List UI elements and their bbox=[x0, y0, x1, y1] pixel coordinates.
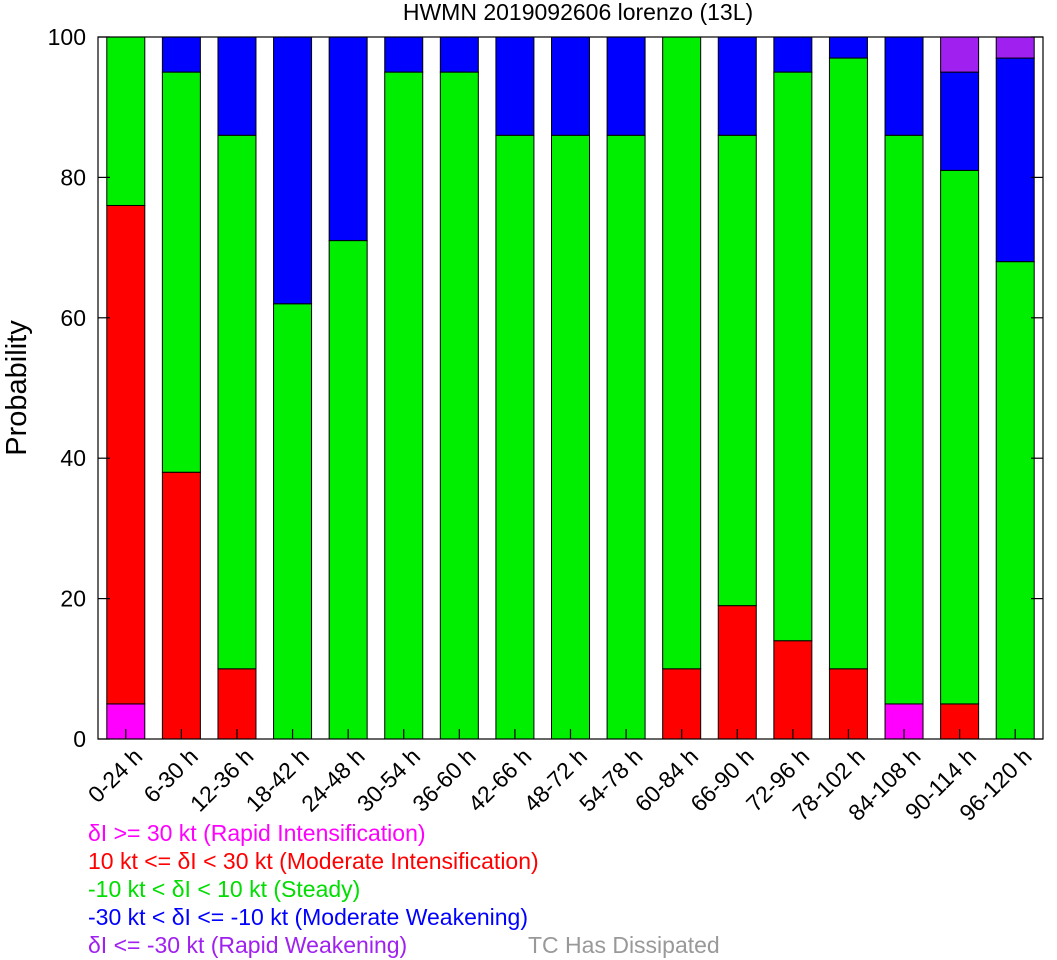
bar-segment-st-9 bbox=[551, 134, 590, 740]
bar-segment-mi-11 bbox=[662, 668, 702, 740]
bar-segment-st-10 bbox=[606, 134, 646, 740]
bar-segment-mw-4 bbox=[273, 36, 313, 305]
chart-title: HWMN 2019092606 lorenzo (13L) bbox=[403, 0, 753, 25]
bar-segment-mw-17 bbox=[995, 57, 1035, 263]
bar-segment-mw-2 bbox=[161, 36, 201, 73]
bar-segment-st-17 bbox=[995, 261, 1035, 740]
bar-segment-mw-10 bbox=[606, 36, 646, 136]
bar-segment-mw-7 bbox=[439, 36, 479, 73]
x-tick-label: 0-24 h bbox=[83, 743, 148, 808]
bar-segment-st-4 bbox=[273, 303, 313, 740]
bar-segment-st-11 bbox=[662, 36, 702, 670]
legend-entry: 10 kt <= δI < 30 kt (Moderate Intensific… bbox=[88, 848, 539, 874]
bar-segment-rw-17 bbox=[995, 36, 1035, 59]
bar-segment-st-15 bbox=[884, 134, 924, 705]
bars-group bbox=[106, 36, 1035, 740]
bar-segment-st-1 bbox=[106, 36, 146, 206]
bar-segment-st-16 bbox=[940, 169, 980, 705]
bar-segment-mw-13 bbox=[773, 36, 813, 73]
bar-segment-mi-14 bbox=[828, 668, 868, 740]
legend-entry: -30 kt < δI <= -10 kt (Moderate Weakenin… bbox=[88, 904, 529, 930]
bar-segment-mw-14 bbox=[828, 36, 868, 59]
bar-segment-mi-3 bbox=[217, 668, 257, 740]
bar-segment-st-6 bbox=[384, 71, 424, 740]
legend-entry: δI >= 30 kt (Rapid Intensification) bbox=[88, 820, 426, 846]
bar-segment-st-2 bbox=[161, 71, 201, 473]
bar-segment-st-7 bbox=[439, 71, 479, 740]
bar-segment-mi-12 bbox=[717, 605, 757, 740]
bar-segment-mw-3 bbox=[217, 36, 257, 136]
y-tick-label: 80 bbox=[60, 164, 86, 190]
y-tick-label: 100 bbox=[48, 24, 86, 50]
bar-segment-mi-2 bbox=[161, 471, 201, 740]
y-tick-label: 40 bbox=[60, 445, 86, 471]
bar-segment-mw-8 bbox=[495, 36, 535, 136]
bar-segment-st-5 bbox=[328, 240, 368, 740]
y-axis-label: Probability bbox=[1, 320, 33, 456]
bar-segment-mw-16 bbox=[940, 71, 980, 171]
bar-segment-mw-15 bbox=[884, 36, 924, 136]
legend-entry: -10 kt < δI < 10 kt (Steady) bbox=[88, 876, 361, 902]
bar-segment-st-14 bbox=[828, 57, 868, 670]
bar-segment-st-3 bbox=[217, 134, 257, 670]
bar-segment-mi-1 bbox=[106, 204, 146, 705]
legend-entry-dissipated: TC Has Dissipated bbox=[528, 932, 720, 958]
bar-segment-st-13 bbox=[773, 71, 813, 642]
bar-segment-mw-5 bbox=[328, 36, 368, 242]
bar-segment-mw-12 bbox=[717, 36, 757, 136]
bar-segment-st-8 bbox=[495, 134, 535, 740]
bar-segment-mi-13 bbox=[773, 640, 813, 740]
bar-segment-mw-9 bbox=[551, 36, 590, 136]
bar-segment-rw-16 bbox=[940, 36, 980, 73]
y-tick-label: 0 bbox=[73, 726, 86, 752]
y-tick-label: 20 bbox=[60, 586, 86, 612]
bar-segment-st-12 bbox=[717, 134, 757, 607]
y-tick-label: 60 bbox=[60, 305, 86, 331]
legend-entry: δI <= -30 kt (Rapid Weakening) bbox=[88, 932, 408, 958]
bar-segment-mw-6 bbox=[384, 36, 424, 73]
